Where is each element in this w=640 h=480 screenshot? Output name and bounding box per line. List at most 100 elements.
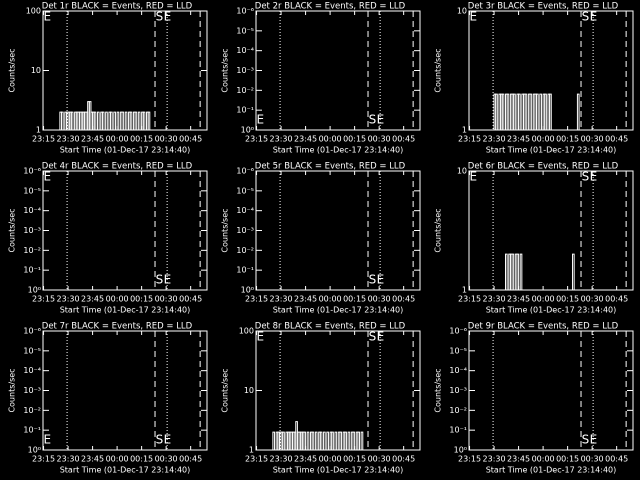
y-axis-label: Counts/sec xyxy=(8,208,17,252)
x-tick-label: 00:15 xyxy=(130,135,153,144)
plot-frame xyxy=(468,170,634,291)
annotation: E xyxy=(257,330,265,344)
x-tick-label: 00:00 xyxy=(532,135,555,144)
x-axis-label: Start Time (01-Dec-17 23:14:40) xyxy=(486,466,617,475)
y-tick-label: 10⁻³ xyxy=(236,226,254,235)
event-step xyxy=(511,253,515,290)
event-step xyxy=(572,253,575,290)
event-step xyxy=(311,431,315,450)
x-tick-label: 23:30 xyxy=(57,295,80,304)
annotation: E xyxy=(257,113,265,127)
event-step xyxy=(513,93,516,130)
event-step xyxy=(536,93,539,130)
annotation: E xyxy=(164,10,172,24)
x-tick-label: 23:30 xyxy=(483,135,506,144)
x-tick-label: 00:00 xyxy=(532,455,555,464)
y-tick-label: 10 xyxy=(244,386,254,395)
y-tick-label: 10⁻⁵ xyxy=(449,346,467,355)
x-axis-label: Start Time (01-Dec-17 23:14:40) xyxy=(486,146,617,155)
x-tick-label: 00:15 xyxy=(130,295,153,304)
plot-frame xyxy=(255,10,421,131)
x-tick-label: 23:15 xyxy=(245,295,268,304)
y-tick-label: 10⁻⁵ xyxy=(23,346,41,355)
y-tick-label: 10⁻⁴ xyxy=(236,46,254,55)
y-tick-label: 10⁰ xyxy=(241,286,254,295)
y-axis-label: Counts/sec xyxy=(434,48,443,92)
x-tick-label: 23:15 xyxy=(458,455,481,464)
x-tick-label: 00:30 xyxy=(581,455,604,464)
x-axis-label: Start Time (01-Dec-17 23:14:40) xyxy=(60,306,191,315)
y-tick-label: 10⁻³ xyxy=(23,386,41,395)
y-tick-label: 10⁻² xyxy=(236,86,254,95)
x-tick-label: 23:45 xyxy=(294,455,317,464)
y-tick-label: 10⁻² xyxy=(23,246,41,255)
x-tick-label: 00:00 xyxy=(319,455,342,464)
x-axis-label: Start Time (01-Dec-17 23:14:40) xyxy=(486,306,617,315)
x-tick-label: 00:45 xyxy=(392,455,415,464)
chart-title: Det 6r BLACK = Events, RED = LLD xyxy=(468,162,619,172)
x-tick-label: 00:15 xyxy=(343,135,366,144)
x-axis-label: Start Time (01-Dec-17 23:14:40) xyxy=(273,146,404,155)
x-tick-label: 00:00 xyxy=(319,295,342,304)
x-tick-label: 00:45 xyxy=(179,295,202,304)
annotation: S xyxy=(156,433,164,447)
event-step xyxy=(524,93,528,130)
annotation: E xyxy=(44,10,52,24)
x-tick-label: 23:45 xyxy=(294,295,317,304)
x-tick-label: 00:15 xyxy=(130,455,153,464)
chart-title: Det 8r BLACK = Events, RED = LLD xyxy=(255,322,406,332)
x-tick-label: 23:15 xyxy=(458,295,481,304)
annotation: S xyxy=(582,433,590,447)
annotation: S xyxy=(369,273,377,287)
plot-frame xyxy=(468,330,634,451)
annotation: E xyxy=(164,273,172,287)
y-tick-label: 1 xyxy=(462,126,467,135)
y-axis-label: Counts/sec xyxy=(221,368,230,412)
x-tick-label: 23:30 xyxy=(483,455,506,464)
event-step xyxy=(326,431,329,450)
event-step xyxy=(110,111,113,130)
y-tick-label: 10⁰ xyxy=(28,446,41,455)
plot-frame xyxy=(255,170,421,291)
x-tick-label: 23:30 xyxy=(270,295,293,304)
annotation: E xyxy=(377,273,385,287)
annotation: S xyxy=(156,10,164,24)
x-tick-label: 23:30 xyxy=(483,295,506,304)
x-tick-label: 00:30 xyxy=(581,135,604,144)
x-tick-label: 00:00 xyxy=(319,135,342,144)
x-axis-label: Start Time (01-Dec-17 23:14:40) xyxy=(273,466,404,475)
x-axis-label: Start Time (01-Dec-17 23:14:40) xyxy=(273,306,404,315)
x-tick-label: 00:30 xyxy=(155,455,178,464)
x-tick-label: 00:45 xyxy=(392,295,415,304)
event-step xyxy=(516,253,520,290)
y-axis-label: Counts/sec xyxy=(221,208,230,252)
event-step xyxy=(495,93,498,130)
x-tick-label: 00:45 xyxy=(605,135,628,144)
event-step xyxy=(544,93,547,130)
y-axis-label: Counts/sec xyxy=(434,208,443,252)
event-step xyxy=(306,431,310,450)
x-tick-label: 00:00 xyxy=(106,135,129,144)
y-tick-label: 10 xyxy=(457,167,467,176)
event-step xyxy=(331,431,334,450)
y-tick-label: 10⁰ xyxy=(454,446,467,455)
x-tick-label: 23:15 xyxy=(32,295,55,304)
event-step xyxy=(314,431,318,450)
y-tick-label: 10⁻³ xyxy=(236,66,254,75)
event-step xyxy=(137,111,141,130)
event-step xyxy=(70,111,74,130)
x-tick-label: 00:30 xyxy=(368,455,391,464)
plot-frame xyxy=(42,330,208,451)
y-tick-label: 10⁻¹ xyxy=(236,106,254,115)
event-step xyxy=(549,93,552,130)
y-tick-label: 10⁻¹ xyxy=(23,426,41,435)
x-tick-label: 00:45 xyxy=(605,455,628,464)
y-tick-label: 10⁻⁴ xyxy=(449,366,467,375)
annotation: S xyxy=(369,330,377,344)
chart-title: Det 1r BLACK = Events, RED = LLD xyxy=(42,2,193,12)
x-tick-label: 00:45 xyxy=(179,455,202,464)
event-step xyxy=(129,111,133,130)
event-step xyxy=(352,431,356,450)
annotation: E xyxy=(590,433,598,447)
